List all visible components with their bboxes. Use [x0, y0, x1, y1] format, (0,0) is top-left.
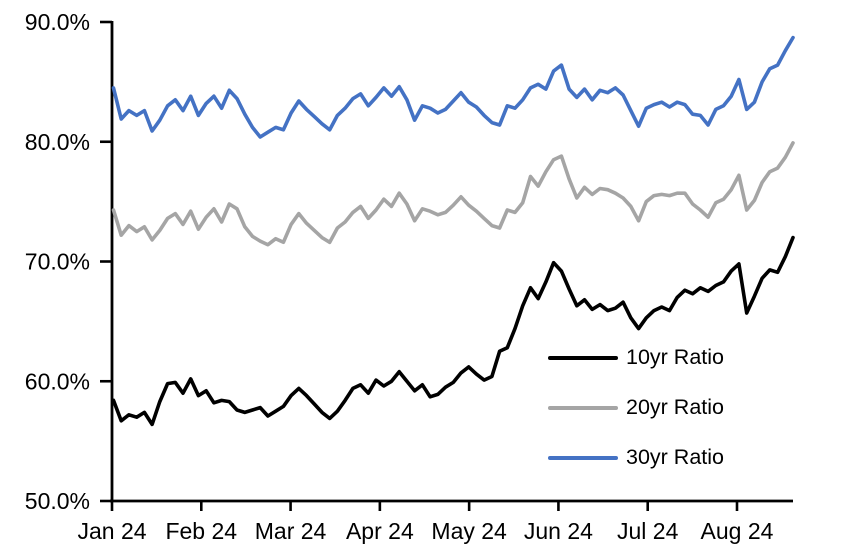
- legend-line-sample-30yr: [548, 456, 618, 460]
- series-line-30yr: [111, 35, 795, 139]
- y-axis-label: 90.0%: [25, 9, 90, 35]
- legend-item-20yr: 20yr Ratio: [548, 394, 724, 422]
- x-axis-label: Mar 24: [255, 518, 327, 544]
- legend-item-10yr: 10yr Ratio: [548, 344, 724, 372]
- series-line-10yr: [111, 235, 795, 427]
- legend-item-30yr: 30yr Ratio: [548, 444, 724, 472]
- legend-label-20yr: 20yr Ratio: [626, 395, 724, 420]
- y-axis-label: 70.0%: [25, 249, 90, 275]
- series-line-20yr: [111, 141, 795, 247]
- x-axis-label: Aug 24: [701, 518, 774, 544]
- legend-line-sample-20yr: [548, 406, 618, 410]
- x-axis-label: May 24: [431, 518, 507, 544]
- legend-line-sample-10yr: [548, 356, 618, 360]
- x-axis-label: Feb 24: [165, 518, 237, 544]
- y-axis-label: 50.0%: [25, 488, 90, 514]
- legend-label-30yr: 30yr Ratio: [626, 445, 724, 470]
- legend-label-10yr: 10yr Ratio: [626, 345, 724, 370]
- chart-legend: 10yr Ratio 20yr Ratio 30yr Ratio: [548, 344, 724, 494]
- x-axis-label: Apr 24: [346, 518, 414, 544]
- x-axis-label: Jun 24: [524, 518, 593, 544]
- y-axis-label: 80.0%: [25, 129, 90, 155]
- x-axis-label: Jan 24: [77, 518, 146, 544]
- x-axis-label: Jul 24: [617, 518, 679, 544]
- y-axis-label: 60.0%: [25, 368, 90, 394]
